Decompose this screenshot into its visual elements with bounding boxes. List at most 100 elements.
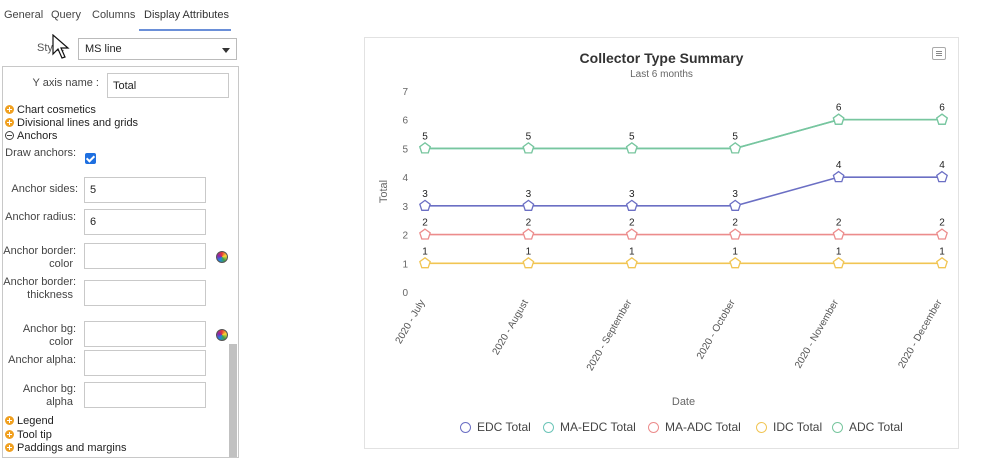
section-paddings-margins[interactable]: Paddings and margins <box>5 442 126 455</box>
line-chart: 0 1 2 3 4 5 6 7 Total 2020 - July 2020 - August 202… <box>378 87 948 408</box>
anchor-alpha-input[interactable] <box>84 350 206 376</box>
anchor-bg-color-input[interactable] <box>84 321 206 347</box>
section-anchors[interactable]: Anchors <box>5 130 57 143</box>
label-colon: : <box>73 211 77 223</box>
data-point-anchor <box>625 256 638 269</box>
label-colon: : <box>73 383 77 395</box>
data-point-anchor <box>936 113 948 125</box>
data-label: 2 <box>422 218 428 229</box>
data-point-anchor <box>625 228 638 240</box>
anchor-border-thickness-input[interactable] <box>84 280 206 306</box>
style-select-value: MS line <box>85 43 122 55</box>
legend-item[interactable]: MA-ADC Total <box>648 420 741 434</box>
legend-marker-icon <box>543 422 554 433</box>
y-tick-label: 3 <box>402 202 408 213</box>
data-label: 4 <box>836 160 842 171</box>
tab-display-attributes[interactable]: Display Attributes <box>144 9 229 21</box>
anchor-sides-input[interactable] <box>84 177 206 203</box>
chart-menu-button[interactable] <box>932 47 946 60</box>
x-tick-label: 2020 - October <box>695 297 738 361</box>
tab-query[interactable]: Query <box>51 9 81 21</box>
data-label: 1 <box>629 246 635 257</box>
section-label: Paddings and margins <box>17 442 127 454</box>
section-label: Divisional lines and grids <box>17 117 139 129</box>
legend-item[interactable]: MA-EDC Total <box>543 420 636 434</box>
section-tool-tip[interactable]: Tool tip <box>5 429 52 442</box>
expand-icon <box>5 416 14 425</box>
legend-item[interactable]: ADC Total <box>832 420 903 434</box>
data-point-anchor <box>419 199 431 211</box>
data-point-anchor <box>729 256 742 269</box>
data-point-anchor <box>419 256 431 269</box>
label-colon: : <box>73 323 77 335</box>
data-label: 1 <box>732 246 738 257</box>
anchor-radius-input[interactable] <box>84 209 206 235</box>
y-tick-label: 7 <box>402 87 408 98</box>
data-label: 2 <box>526 218 532 229</box>
settings-panel: Y axis name : Chart cosmetics Divisional… <box>2 66 239 458</box>
legend-item[interactable]: IDC Total <box>756 420 822 434</box>
data-point-anchor <box>832 228 845 240</box>
x-tick-label: 2020 - September <box>585 297 635 372</box>
anchor-alpha-label: Anchor alpha <box>8 354 73 366</box>
section-chart-cosmetics[interactable]: Chart cosmetics <box>5 104 96 117</box>
active-tab-indicator <box>139 29 231 31</box>
style-select[interactable]: MS line <box>78 38 237 60</box>
anchor-border-color-input[interactable] <box>84 243 206 269</box>
data-point-anchor <box>832 113 845 125</box>
data-point-anchor <box>832 170 845 183</box>
anchor-bg-alpha-input[interactable] <box>84 382 206 408</box>
data-label: 5 <box>732 131 738 142</box>
data-label: 3 <box>732 189 738 200</box>
label-colon: : <box>73 147 77 159</box>
data-point-anchor <box>522 199 535 211</box>
data-label: 5 <box>629 131 635 142</box>
data-label: 1 <box>939 246 945 257</box>
anchor-sides-label: Anchor sides <box>11 183 75 195</box>
data-label: 1 <box>422 246 428 257</box>
y-tick-label: 2 <box>402 231 408 242</box>
data-point-anchor <box>936 256 948 269</box>
expand-icon <box>5 118 14 127</box>
data-label: 3 <box>422 189 428 200</box>
data-point-anchor <box>419 228 431 240</box>
tab-bar: General Query Columns Display Attributes <box>0 0 240 31</box>
x-axis-label: Date <box>672 396 695 408</box>
section-divisional-lines[interactable]: Divisional lines and grids <box>5 117 138 130</box>
tab-columns[interactable]: Columns <box>92 9 136 21</box>
legend-item[interactable]: EDC Total <box>460 420 531 434</box>
data-point-anchor <box>522 142 535 154</box>
color-picker-icon[interactable] <box>216 329 228 341</box>
series-line <box>425 176 942 207</box>
y-axis-name-input[interactable] <box>107 73 229 98</box>
legend-label: MA-EDC Total <box>560 420 636 434</box>
y-tick-label: 6 <box>402 116 408 127</box>
section-label: Anchors <box>17 130 58 142</box>
legend-label: IDC Total <box>773 420 823 434</box>
draw-anchors-checkbox[interactable] <box>85 153 96 164</box>
data-point-anchor <box>936 170 948 183</box>
data-label: 6 <box>836 103 842 114</box>
legend-marker-icon <box>648 422 659 433</box>
draw-anchors-label: Draw anchors <box>5 147 73 159</box>
data-point-anchor <box>522 256 535 269</box>
section-label: Legend <box>17 415 54 427</box>
data-label: 5 <box>526 131 532 142</box>
label-colon: : <box>73 276 77 288</box>
y-tick-label: 0 <box>402 288 408 299</box>
data-label: 2 <box>732 218 738 229</box>
section-legend[interactable]: Legend <box>5 415 54 428</box>
data-point-anchor <box>625 142 638 154</box>
legend-marker-icon <box>832 422 843 433</box>
series-line <box>425 118 942 150</box>
data-point-anchor <box>729 228 742 240</box>
tab-general[interactable]: General <box>4 9 44 21</box>
color-picker-icon[interactable] <box>216 251 228 263</box>
legend-label: MA-ADC Total <box>665 420 741 434</box>
anchor-bg-alpha-label: Anchor bg alpha <box>22 383 73 408</box>
scrollbar-thumb[interactable] <box>229 344 237 457</box>
data-label: 1 <box>836 246 842 257</box>
data-point-anchor <box>936 228 948 240</box>
scrollbar-track[interactable] <box>229 67 238 457</box>
data-label: 5 <box>422 131 428 142</box>
